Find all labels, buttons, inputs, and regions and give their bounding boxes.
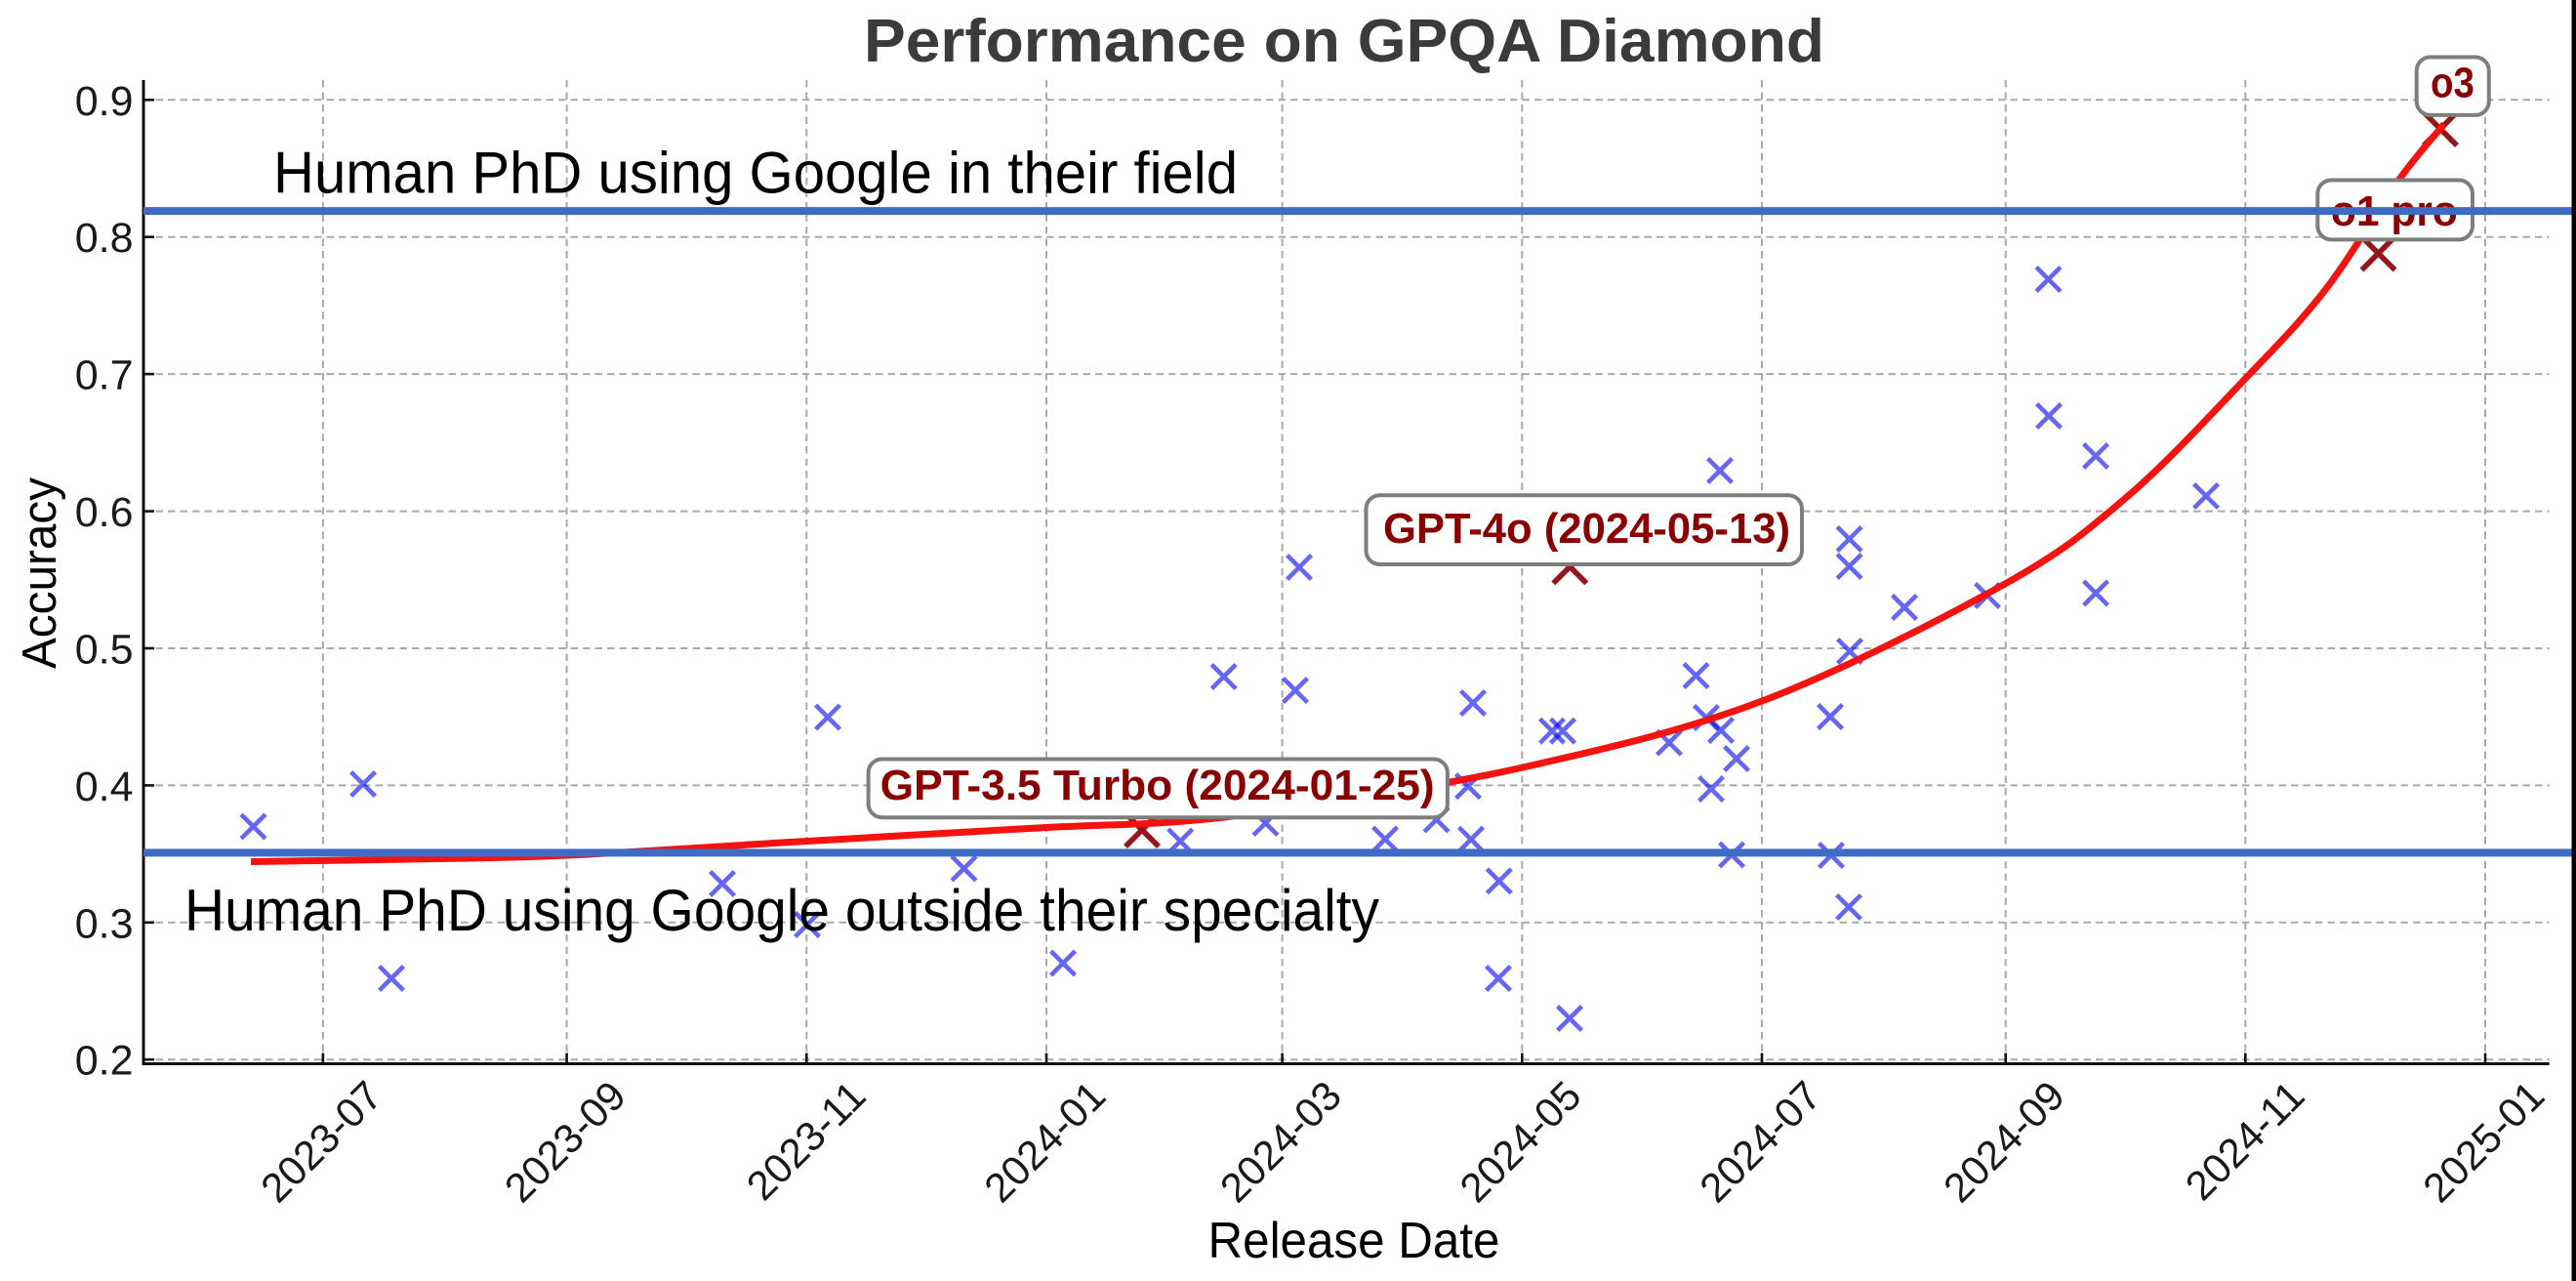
svg-text:Accuracy: Accuracy — [14, 477, 66, 669]
svg-text:GPT-3.5 Turbo (2024-01-25): GPT-3.5 Turbo (2024-01-25) — [880, 763, 1435, 809]
svg-text:0.9: 0.9 — [75, 78, 134, 125]
svg-text:Human PhD using Google in thei: Human PhD using Google in their field — [273, 141, 1238, 206]
svg-text:0.5: 0.5 — [75, 627, 134, 674]
svg-text:0.3: 0.3 — [75, 900, 134, 947]
svg-text:0.6: 0.6 — [75, 489, 134, 536]
svg-text:0.7: 0.7 — [75, 352, 134, 399]
svg-text:0.8: 0.8 — [75, 215, 134, 262]
svg-text:GPT-4o (2024-05-13): GPT-4o (2024-05-13) — [1383, 506, 1790, 553]
svg-text:0.4: 0.4 — [75, 764, 134, 810]
svg-text:Human PhD using Google outside: Human PhD using Google outside their spe… — [184, 878, 1379, 943]
svg-text:o3: o3 — [2431, 61, 2474, 107]
svg-text:0.2: 0.2 — [75, 1038, 134, 1085]
svg-text:Release Date: Release Date — [1208, 1213, 1500, 1269]
svg-text:Performance on GPQA Diamond: Performance on GPQA Diamond — [864, 8, 1824, 75]
